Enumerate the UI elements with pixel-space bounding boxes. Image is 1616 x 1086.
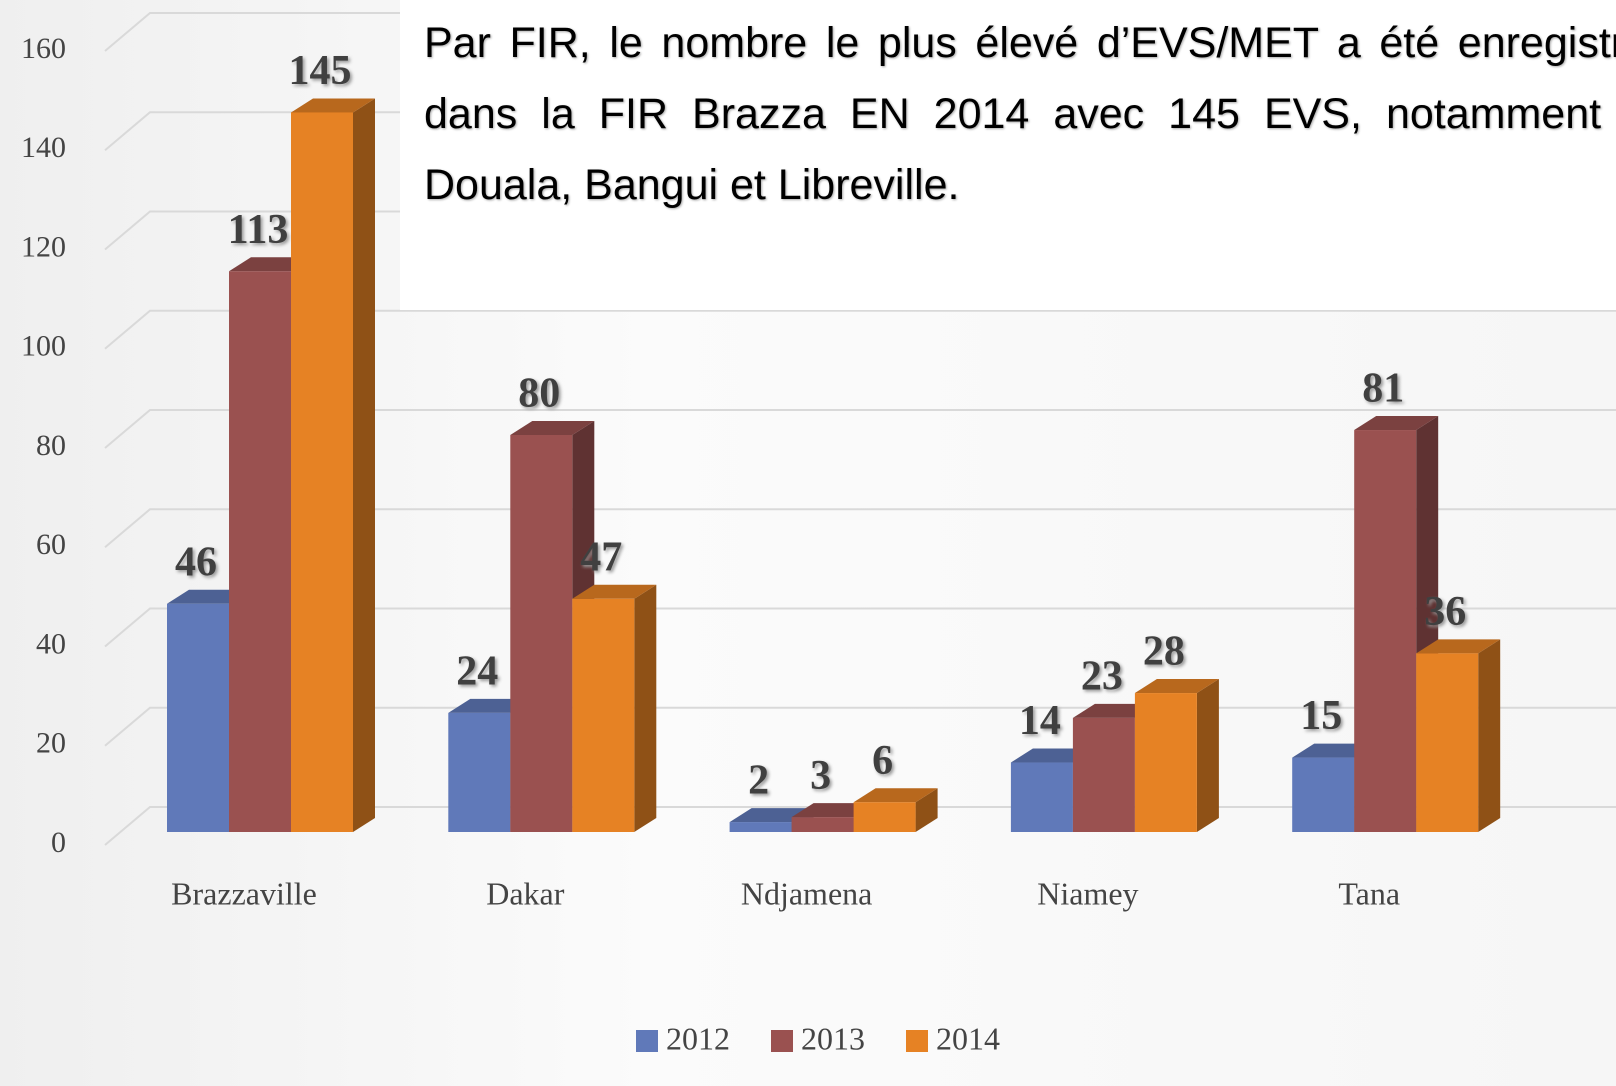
bar-side [353, 98, 375, 832]
x-tick-label: Ndjamena [741, 875, 873, 911]
grid-line [104, 409, 1616, 449]
bar-top [1416, 639, 1501, 654]
y-tick-label: 100 [21, 330, 66, 363]
data-label: 36 [1424, 589, 1466, 635]
annotation-box: Par FIR, le nombre le plus élevé d’EVS/M… [400, 0, 1616, 310]
x-tick-label: Niamey [1037, 875, 1138, 911]
data-label: 81 [1362, 366, 1404, 412]
bar-side [915, 788, 938, 832]
bar-front [448, 712, 511, 832]
legend-label: 2012 [666, 1020, 730, 1056]
y-tick-label: 20 [36, 727, 66, 760]
y-tick-label: 40 [36, 627, 66, 660]
y-tick-label: 120 [21, 230, 66, 263]
bar-front [729, 822, 792, 832]
bar-front [1292, 757, 1355, 832]
data-label: 28 [1143, 629, 1185, 675]
bar-side [1196, 679, 1219, 832]
bar-front [1010, 762, 1073, 832]
data-label: 15 [1300, 693, 1342, 739]
legend-swatch [771, 1030, 793, 1052]
legend-swatch [636, 1030, 658, 1052]
data-label: 145 [289, 48, 352, 94]
y-tick-label: 160 [21, 32, 66, 65]
y-tick-label: 80 [36, 429, 66, 462]
data-label: 23 [1081, 654, 1123, 700]
bar-top [572, 584, 657, 599]
bar-top [1354, 416, 1439, 431]
data-label: 3 [810, 753, 831, 799]
bar-front [291, 112, 353, 832]
x-tick-label: Brazzaville [171, 875, 317, 911]
grid-line [104, 607, 1616, 648]
bar [1134, 679, 1219, 832]
y-tick-label: 60 [36, 528, 66, 561]
bar-side [634, 584, 657, 832]
bar-front [229, 271, 291, 832]
bar-front [791, 817, 854, 832]
bar [572, 584, 657, 832]
bar-front [1134, 693, 1197, 832]
bar-front [572, 598, 635, 832]
bar-side [1478, 639, 1501, 832]
data-label: 47 [580, 534, 622, 580]
grid-line [104, 309, 1616, 350]
legend-label: 2014 [936, 1020, 1000, 1056]
legend-label: 2013 [801, 1020, 865, 1056]
bar-top [1134, 679, 1219, 694]
bar [1416, 639, 1501, 832]
bar-front [167, 603, 229, 832]
bar-front [1072, 717, 1135, 832]
data-label: 6 [872, 738, 893, 784]
bar-front [853, 802, 916, 832]
annotation: Par FIR, le nombre le plus élevé d’EVS/M… [424, 19, 1616, 209]
data-label: 113 [228, 207, 289, 253]
data-label: 2 [748, 758, 769, 804]
bar-front [510, 435, 573, 832]
bar-top [853, 788, 938, 803]
bar-top [510, 421, 595, 435]
x-tick-label: Dakar [486, 875, 565, 911]
bar-front [1416, 653, 1479, 832]
legend-swatch [906, 1030, 928, 1052]
x-tick-label: Tana [1338, 875, 1400, 911]
y-tick-label: 0 [51, 826, 66, 859]
bar [853, 788, 938, 832]
grid-line [104, 508, 1616, 549]
bar [291, 98, 375, 832]
data-label: 46 [175, 539, 217, 585]
y-tick-label: 140 [21, 131, 66, 164]
data-label: 14 [1019, 698, 1061, 744]
bar-front [1354, 430, 1417, 832]
data-label: 80 [518, 371, 560, 417]
bar-top [291, 98, 375, 113]
data-label: 24 [456, 649, 498, 695]
